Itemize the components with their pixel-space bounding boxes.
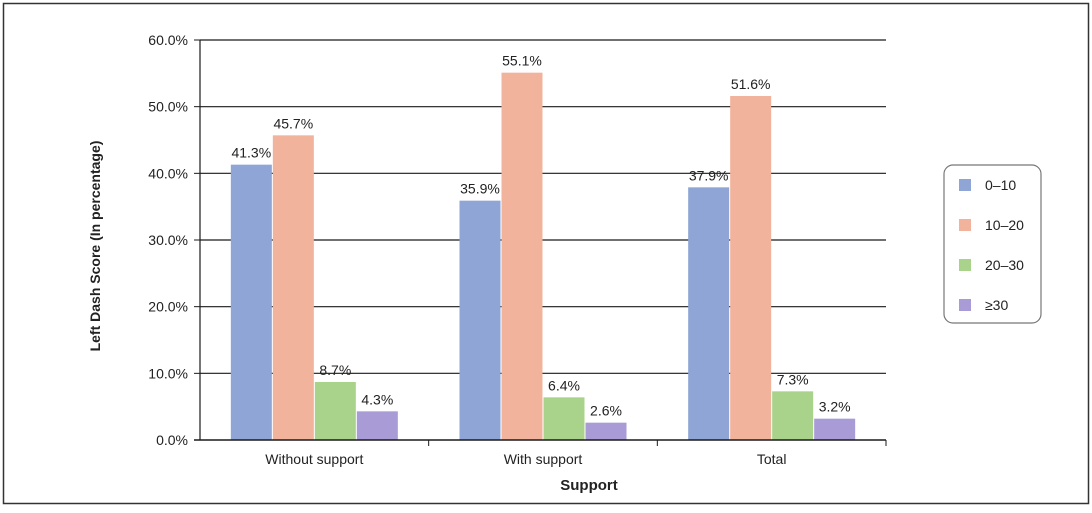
y-tick-label: 50.0% [148, 99, 188, 115]
legend-label: 0–10 [985, 177, 1016, 193]
y-tick-label: 30.0% [148, 232, 188, 248]
legend-label: ≥30 [985, 297, 1008, 313]
legend-swatch [959, 299, 971, 311]
labels-layer: 0.0% 10.0% 20.0% 30.0% 40.0% 50.0% 60.0% Withou… [148, 32, 850, 467]
data-label: 6.4% [548, 377, 580, 393]
bar [585, 422, 627, 440]
data-label: 3.2% [819, 399, 851, 415]
legend-swatch [959, 219, 971, 231]
y-tick-label: 60.0% [148, 32, 188, 48]
legend-label: 20–30 [985, 257, 1024, 273]
bar [356, 411, 398, 440]
bar [730, 96, 772, 440]
bar [230, 164, 272, 440]
y-tick-label: 10.0% [148, 365, 188, 381]
x-tick-label: Total [757, 451, 787, 467]
y-axis-title: Left Dash Score (In percentage) [87, 141, 103, 352]
bar [272, 135, 314, 441]
bar [543, 397, 585, 440]
y-tick-label: 20.0% [148, 299, 188, 315]
data-label: 4.3% [361, 391, 393, 407]
data-label: 51.6% [731, 76, 771, 92]
y-tick-label: 0.0% [156, 432, 188, 448]
x-tick-label: Without support [265, 451, 363, 467]
data-label: 37.9% [689, 167, 729, 183]
data-label: 35.9% [460, 181, 500, 197]
bar [459, 200, 501, 440]
data-label: 55.1% [502, 53, 542, 69]
bar [501, 72, 543, 441]
data-label: 2.6% [590, 403, 622, 419]
bar [314, 382, 356, 440]
grid-layer [200, 39, 886, 374]
data-label: 8.7% [319, 362, 351, 378]
legend-box [943, 164, 1042, 324]
axes-layer [194, 39, 887, 446]
bar [688, 187, 730, 440]
bars-layer [230, 72, 856, 441]
x-tick-label: With support [504, 451, 583, 467]
bar [772, 391, 814, 440]
legend-swatch [959, 259, 971, 271]
legend-label: 10–20 [985, 217, 1024, 233]
bar [814, 418, 856, 440]
data-label: 7.3% [777, 371, 809, 387]
y-tick-label: 40.0% [148, 165, 188, 181]
legend-swatch [959, 179, 971, 191]
legend: 0–10 10–20 20–30 ≥30 [943, 164, 1042, 324]
data-label: 45.7% [273, 115, 313, 131]
data-label: 41.3% [231, 145, 271, 161]
x-axis-title: Support [560, 477, 618, 494]
